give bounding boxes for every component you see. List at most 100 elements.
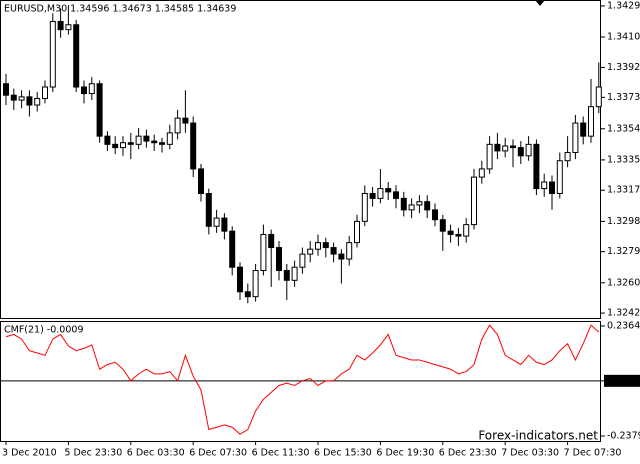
candle-body xyxy=(455,233,462,237)
indicator-line xyxy=(5,324,600,435)
candle-body xyxy=(525,143,532,157)
candle-body xyxy=(159,142,165,145)
candle-body xyxy=(533,143,540,190)
candle-body xyxy=(120,142,126,149)
y-tick-label: 1.32795 xyxy=(607,246,640,257)
candle-body xyxy=(276,247,282,271)
y-tick-label: 1.32605 xyxy=(607,277,640,288)
candle-body xyxy=(463,224,470,237)
x-tick-label: 3 Dec 2010 xyxy=(2,448,57,459)
candle-body xyxy=(315,242,321,250)
candle-body xyxy=(564,152,571,162)
candle-body xyxy=(432,209,438,221)
watermark: Forex-indicators.net xyxy=(478,429,598,443)
candle-body xyxy=(299,253,306,268)
candle-body xyxy=(502,145,509,152)
x-tick-label: 6 Dec 19:30 xyxy=(376,448,434,459)
y-tick-label: 1.34105 xyxy=(607,32,640,43)
candle-body xyxy=(361,192,368,222)
y-tick-label: 0.0000 xyxy=(607,375,640,386)
candle-body xyxy=(42,86,48,99)
x-tick-label: 6 Dec 11:30 xyxy=(252,448,310,459)
y-tick-highlight xyxy=(604,374,640,387)
candle-body xyxy=(322,242,329,249)
y-tick-label: 1.33737 xyxy=(607,92,640,103)
candle-body xyxy=(346,242,353,260)
candle-body xyxy=(260,233,267,271)
candle-body xyxy=(595,86,602,108)
shift-marker xyxy=(535,0,545,6)
candle-body xyxy=(494,143,501,152)
candle-body xyxy=(135,135,142,145)
candle-body xyxy=(283,269,290,281)
candle-body xyxy=(198,168,204,194)
candle-body xyxy=(486,143,493,170)
candle-body xyxy=(471,176,477,226)
candle-body xyxy=(377,188,384,199)
candle-body xyxy=(182,117,189,124)
indicator-pane xyxy=(0,321,601,442)
candle-body xyxy=(65,24,72,31)
y-tick-label: 1.33355 xyxy=(607,154,640,165)
candle-body xyxy=(26,96,33,106)
x-tick-label: 6 Dec 23:30 xyxy=(439,448,497,459)
y-tick-label: 1.32980 xyxy=(607,216,640,227)
candle-body xyxy=(166,132,173,145)
candle-body xyxy=(385,188,392,193)
candle-body xyxy=(556,160,563,194)
candle-body xyxy=(81,86,87,95)
candle-body xyxy=(174,117,181,134)
y-tick-label: 1.33545 xyxy=(607,123,640,134)
candle-body xyxy=(424,201,431,211)
candle-body xyxy=(572,122,579,154)
candle-body xyxy=(3,83,9,96)
candle-body xyxy=(291,266,298,281)
y-tick-label: -0.2379 xyxy=(607,431,640,442)
y-tick-label: 1.33170 xyxy=(607,185,640,196)
x-tick-label: 6 Dec 07:30 xyxy=(189,448,247,459)
y-tick-label: 1.34295 xyxy=(607,0,640,11)
candle-body xyxy=(416,201,423,206)
y-tick-label: 0.2364 xyxy=(607,320,640,331)
candle-body xyxy=(190,122,197,170)
candle-body xyxy=(18,96,25,101)
candle-body xyxy=(447,230,454,235)
candle-body xyxy=(96,83,103,137)
candle-body xyxy=(104,135,111,145)
candle-body xyxy=(143,135,150,142)
x-tick-label: 6 Dec 03:30 xyxy=(127,448,185,459)
candle-body xyxy=(205,192,212,227)
candle-body xyxy=(338,253,345,260)
candle-body xyxy=(237,266,243,293)
candle-body xyxy=(439,219,446,232)
candle-body xyxy=(517,147,524,157)
candle-body xyxy=(549,181,555,194)
candle-body xyxy=(588,106,594,137)
x-tick-label: 5 Dec 23:30 xyxy=(64,448,122,459)
candle-body xyxy=(330,247,337,255)
indicator-title: CMF(21) -0.0009 xyxy=(4,325,83,336)
candle-body xyxy=(393,191,399,199)
candle-body xyxy=(213,217,220,227)
y-tick-label: 1.32420 xyxy=(607,308,640,319)
x-tick-label: 7 Dec 07:30 xyxy=(564,448,622,459)
candle-body xyxy=(88,83,95,95)
candle-body xyxy=(229,230,236,268)
main-title: EURUSD,M30 1.34596 1.34673 1.34585 1.346… xyxy=(4,4,236,15)
candle-body xyxy=(151,140,158,144)
candle-body xyxy=(252,269,259,298)
main-pane xyxy=(0,0,601,319)
candle-body xyxy=(307,248,314,255)
candle-body xyxy=(10,94,17,101)
candle-body xyxy=(354,220,360,244)
x-tick-label: 6 Dec 15:30 xyxy=(314,448,372,459)
x-tick-label: 7 Dec 03:30 xyxy=(501,448,559,459)
candle-body xyxy=(510,145,516,149)
candle-body xyxy=(244,291,251,298)
candle-body xyxy=(127,142,134,145)
candle-body xyxy=(57,20,64,31)
candle-body xyxy=(34,97,41,106)
candle-body xyxy=(221,217,228,232)
